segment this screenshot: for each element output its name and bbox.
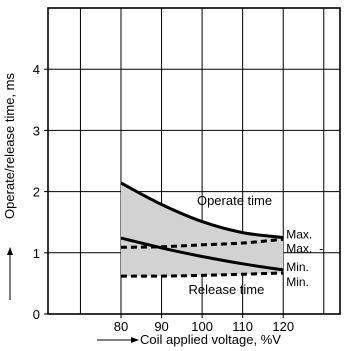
- x-tick-label: 100: [191, 319, 213, 334]
- label-release-min: Min.: [286, 275, 309, 289]
- x-axis-label: Coil applied voltage, %V: [140, 332, 281, 347]
- x-axis-arrowhead: [131, 337, 139, 343]
- label-operate-max: Max.: [286, 228, 312, 242]
- annotation-operate-time: Operate time: [197, 193, 272, 208]
- y-tick-label: 1: [33, 246, 40, 261]
- release-min-curve: [120, 271, 284, 278]
- label-dash-marker: -: [319, 242, 323, 256]
- y-tick-label: 0: [33, 307, 40, 322]
- axis-ticks: 80 90 100 110 120 0 1 2 3 4: [33, 62, 294, 334]
- label-operate-min: Min.: [286, 260, 309, 274]
- series-lines: [120, 181, 284, 278]
- x-tick-label: 110: [232, 319, 253, 334]
- y-tick-label: 2: [33, 185, 40, 200]
- y-axis-label: Operate/release time, ms: [2, 73, 17, 219]
- grid: [48, 8, 340, 314]
- band-area: [121, 183, 284, 277]
- annotation-release-time: Release time: [189, 282, 265, 297]
- x-tick-label: 80: [114, 319, 128, 334]
- y-axis-arrowhead: [7, 247, 13, 255]
- label-release-max: Max.: [286, 242, 312, 256]
- shaded-band: [121, 183, 284, 277]
- release-max-curve: [120, 236, 284, 272]
- x-tick-label: 120: [272, 319, 294, 334]
- operate-min-curve: [120, 237, 284, 249]
- y-tick-label: 4: [33, 62, 40, 77]
- plot-frame: [47, 7, 341, 315]
- y-tick-label: 3: [33, 123, 40, 138]
- x-tick-label: 90: [154, 319, 168, 334]
- operate-max-curve: [120, 181, 284, 239]
